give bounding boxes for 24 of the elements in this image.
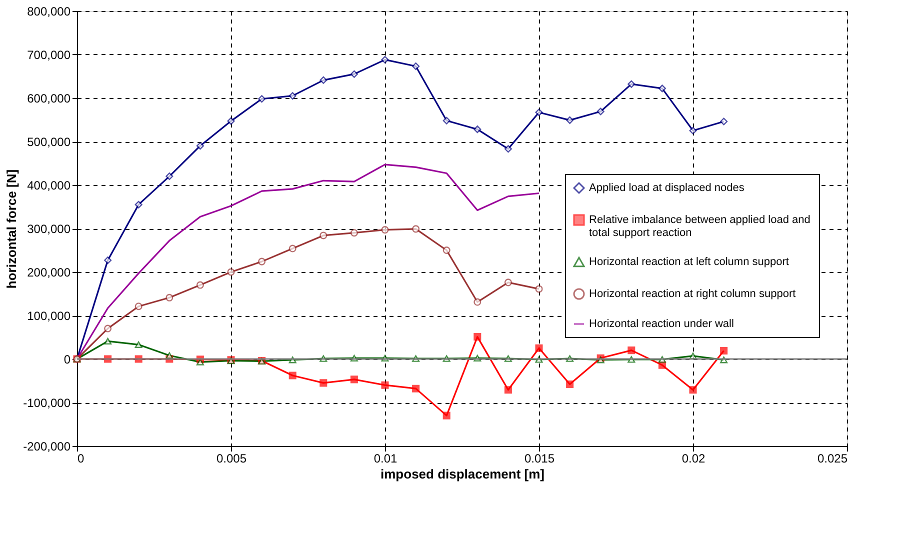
x-tick-label: 0.015 [524,452,555,466]
y-tick-label: 700,000 [27,48,71,62]
y-tick-label: -100,000 [23,396,71,410]
legend-label: Applied load at displaced nodes [589,182,745,194]
y-tick-label: 200,000 [27,266,71,280]
legend-label: Horizontal reaction at right column support [589,288,796,300]
y-tick-label: 300,000 [27,222,71,236]
legend-label: Relative imbalance between applied load and total support reaction [589,214,810,239]
y-tick-label: 0 [64,352,71,366]
y-tick-label: 800,000 [27,4,71,18]
x-tick-label: 0.005 [216,452,247,466]
y-tick-label: -200,000 [23,440,71,454]
y-tick-label: 100,000 [27,309,71,323]
x-axis-title: imposed displacement [m] [380,466,544,482]
legend-label: Horizontal reaction at left column support [589,256,789,268]
y-tick-label: 500,000 [27,135,71,149]
y-axis-title: horizontal force [N] [4,169,20,289]
legend-label: Horizontal reaction under wall [589,318,734,330]
x-tick-label: 0 [78,452,84,466]
x-tick-label: 0.02 [682,452,706,466]
x-tick-label: 0.01 [374,452,398,466]
y-tick-label: 600,000 [27,92,71,106]
x-tick-label: 0.025 [817,452,848,466]
y-tick-label: 400,000 [27,178,71,192]
